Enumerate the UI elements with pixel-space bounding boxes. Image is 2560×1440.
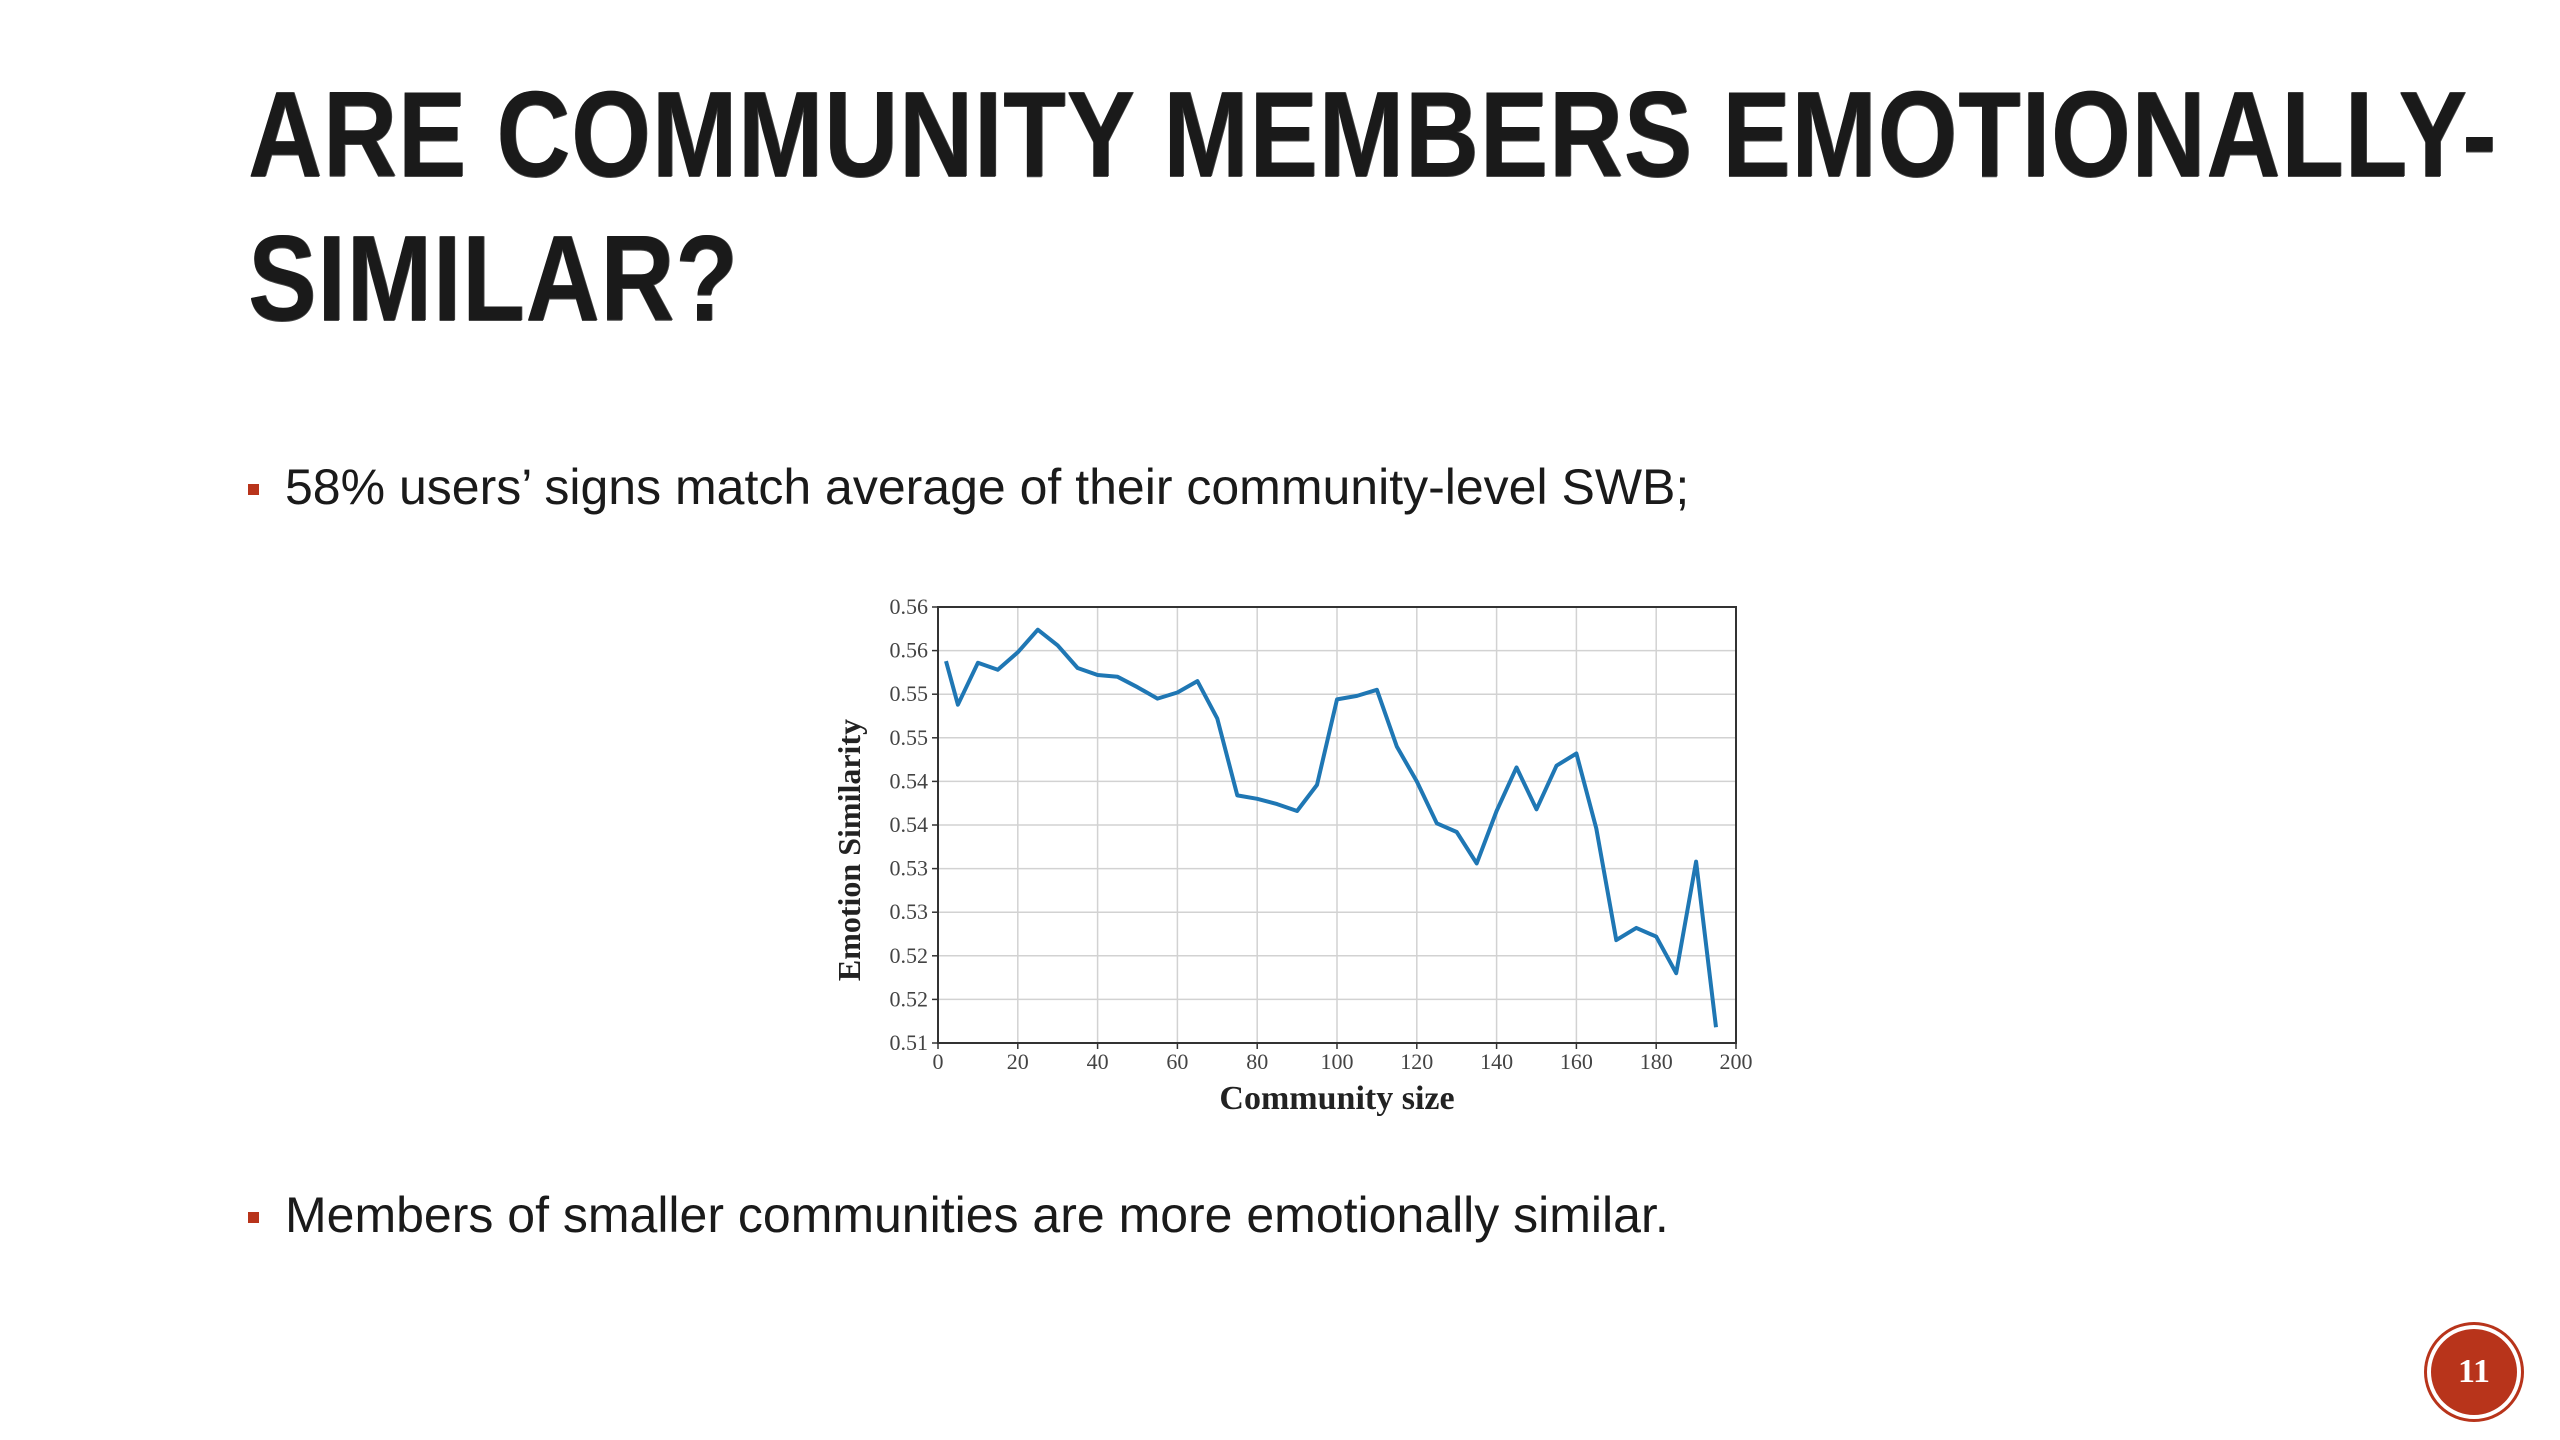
slide-title-line-2: similar? — [248, 210, 739, 346]
page-number-badge: 11 — [2427, 1325, 2521, 1419]
x-tick-label: 140 — [1480, 1049, 1513, 1074]
y-tick-label: 0.52 — [890, 943, 929, 968]
x-tick-label: 0 — [933, 1049, 944, 1074]
bullet-text-2: Members of smaller communities are more … — [285, 1187, 1669, 1243]
y-tick-label: 0.55 — [890, 681, 929, 706]
x-tick-label: 40 — [1087, 1049, 1109, 1074]
x-tick-label: 180 — [1640, 1049, 1673, 1074]
y-tick-label: 0.55 — [890, 725, 929, 750]
x-tick-label: 60 — [1166, 1049, 1188, 1074]
y-tick-label: 0.56 — [890, 638, 929, 663]
chart-series-line — [944, 627, 1718, 1028]
y-tick-label: 0.52 — [890, 986, 929, 1011]
x-tick-label: 80 — [1246, 1049, 1268, 1074]
x-tick-label: 20 — [1007, 1049, 1029, 1074]
chart-ticks: 0 20 40 60 80 100 120 140 160 180 200 0.51 0.52 0.52 0… — [890, 594, 1753, 1074]
x-tick-label: 100 — [1321, 1049, 1354, 1074]
y-axis-label: Emotion Similarity — [831, 719, 867, 981]
square-bullet-icon — [248, 483, 259, 495]
page-number: 11 — [2457, 1353, 2491, 1390]
emotion-similarity-chart: 0 20 40 60 80 100 120 140 160 180 200 0.51 0.52 0.52 0… — [831, 594, 1753, 1117]
y-tick-label: 0.54 — [890, 768, 929, 793]
slide-title: Are community members emotionally- simil… — [248, 62, 2498, 350]
y-tick-label: 0.53 — [890, 899, 929, 924]
bullet-item-1: 58% users’ signs match average of their … — [248, 458, 1689, 516]
x-axis-label: Community size — [1219, 1080, 1454, 1117]
square-bullet-icon — [248, 1211, 259, 1223]
x-tick-label: 200 — [1720, 1049, 1753, 1074]
y-tick-label: 0.53 — [890, 856, 929, 881]
chart-grid — [937, 606, 1737, 1044]
bullet-text-1: 58% users’ signs match average of their … — [285, 459, 1690, 515]
y-tick-label: 0.51 — [890, 1030, 929, 1055]
x-tick-label: 160 — [1560, 1049, 1593, 1074]
y-tick-label: 0.56 — [890, 594, 929, 619]
y-tick-label: 0.54 — [890, 812, 929, 837]
x-tick-label: 120 — [1400, 1049, 1433, 1074]
slide-title-line-1: Are community members emotionally- — [248, 66, 2498, 202]
bullet-item-2: Members of smaller communities are more … — [248, 1186, 1669, 1244]
